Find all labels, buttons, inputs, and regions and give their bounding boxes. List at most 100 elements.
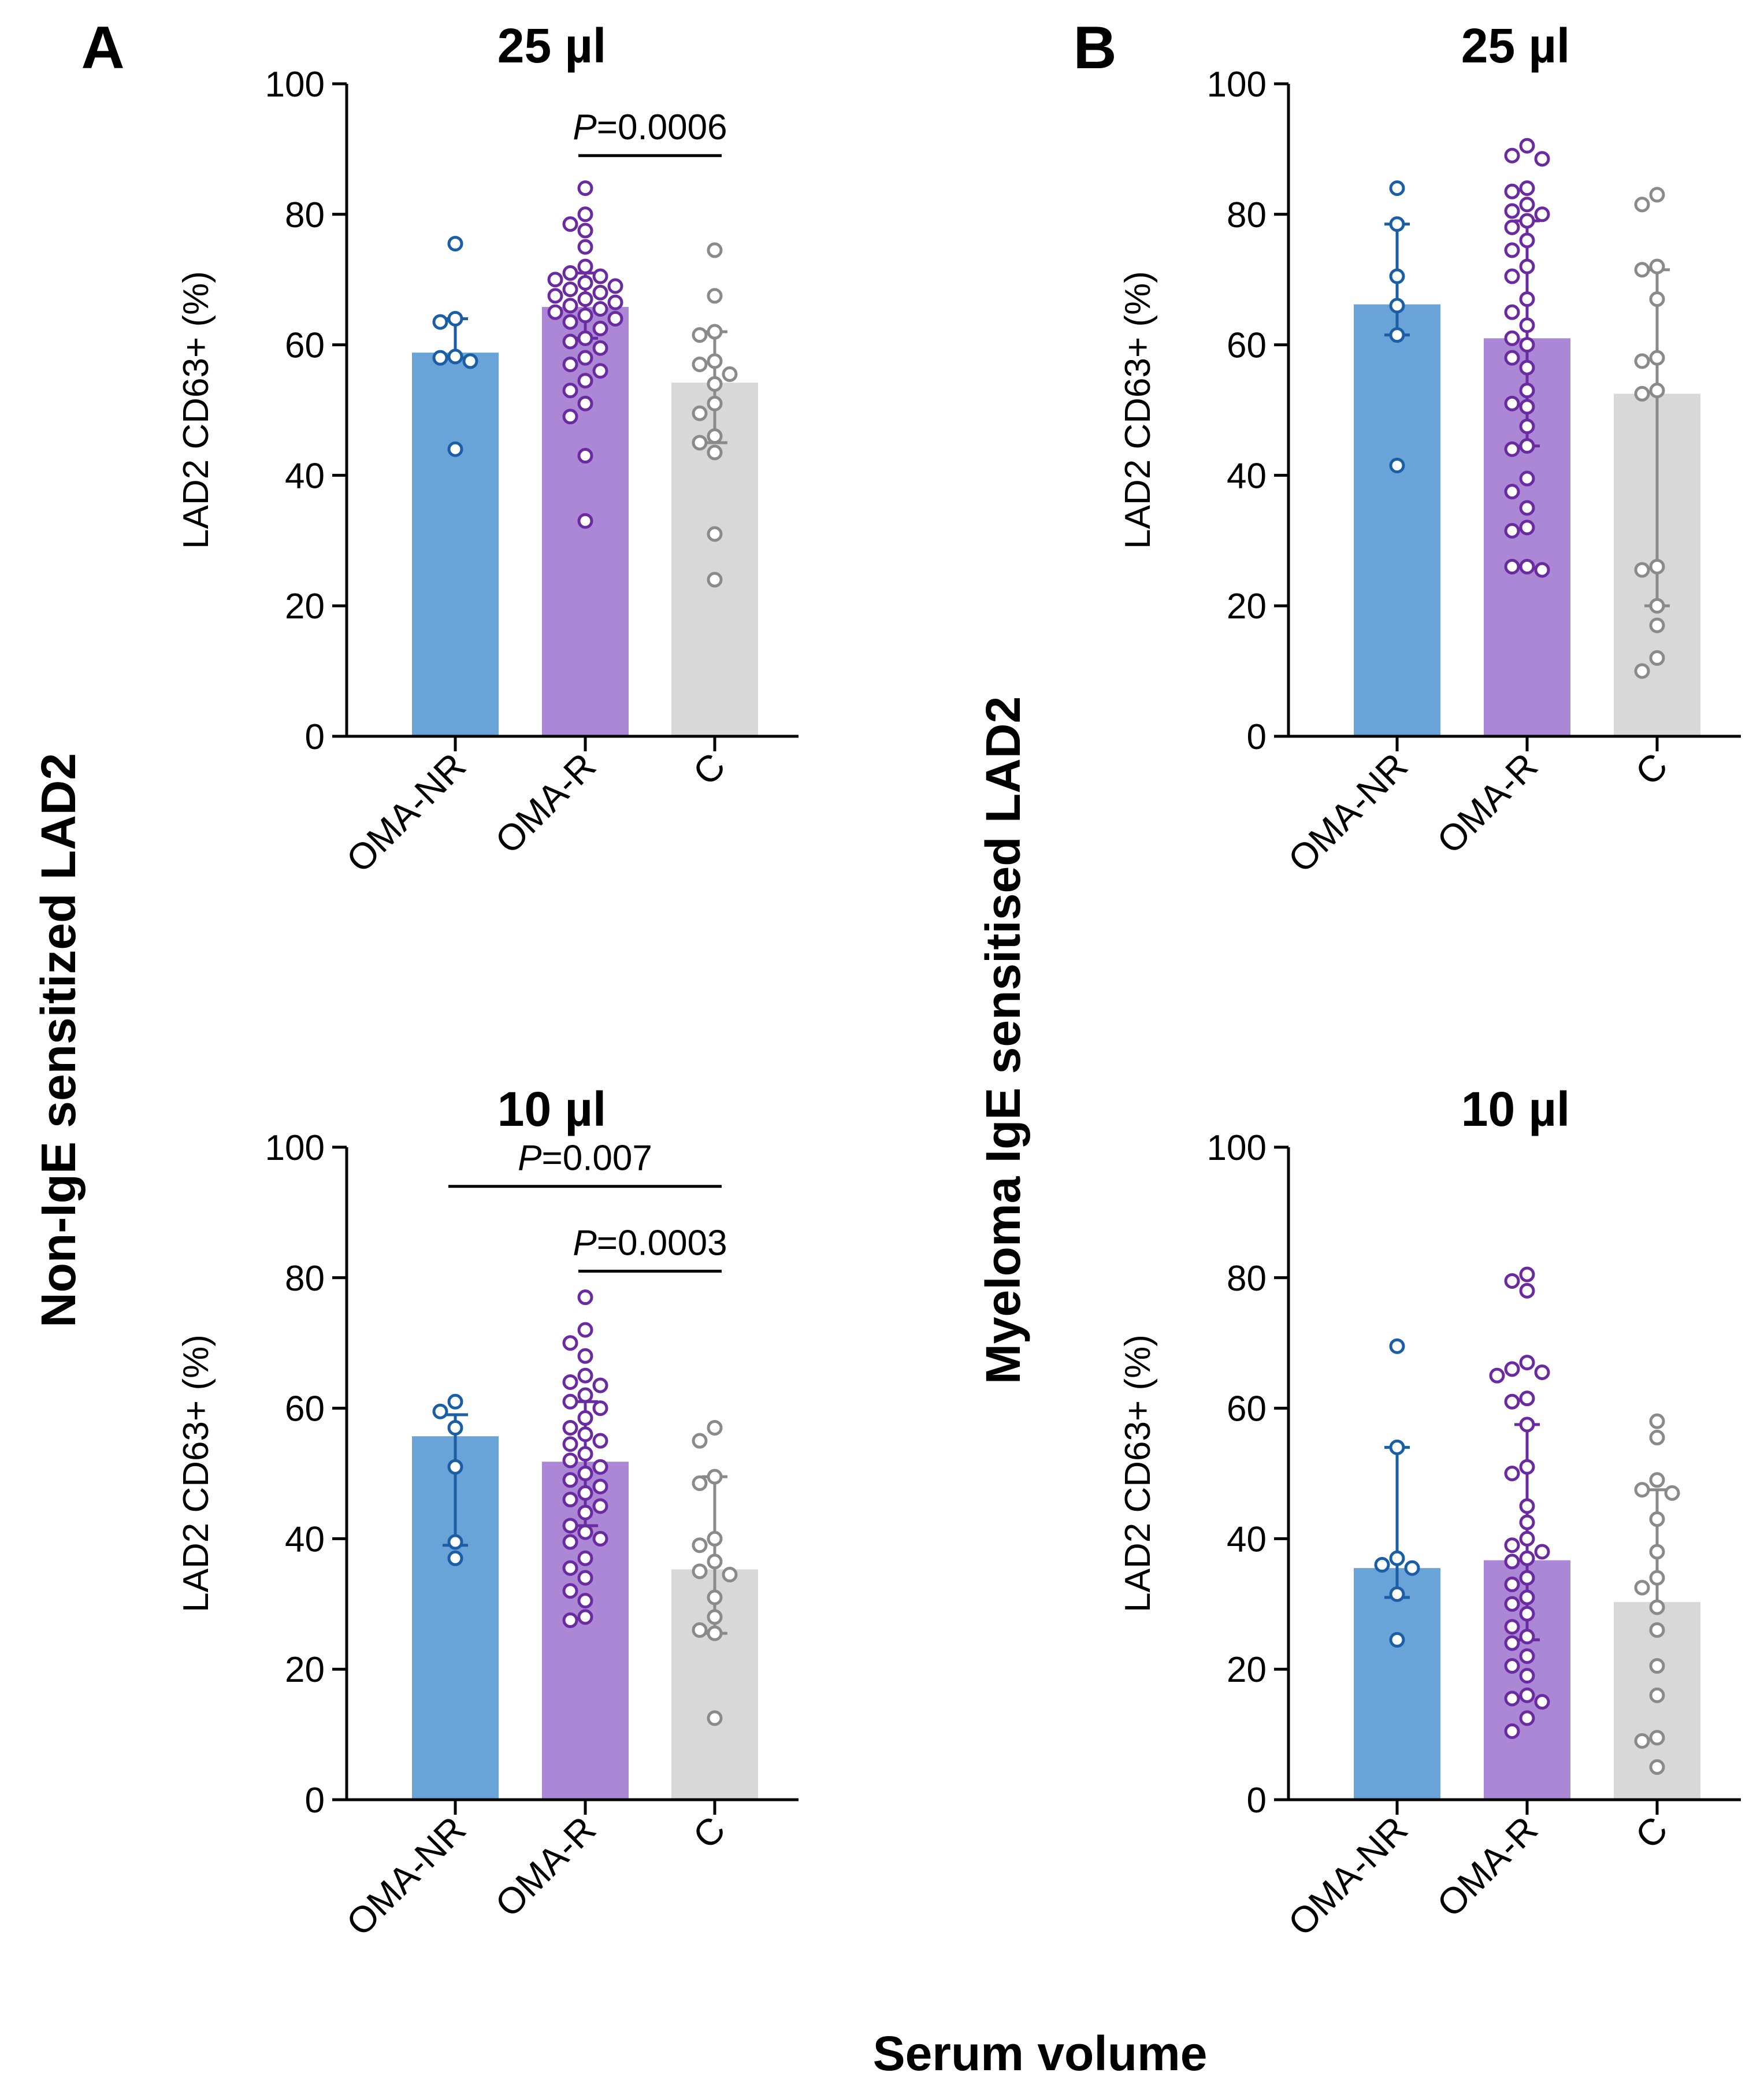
chart-A-25-point-C-7 <box>707 376 723 392</box>
chart-B-25-point-OMA-R-8 <box>1519 213 1535 229</box>
chart-A-25-point-OMA-R-6 <box>562 265 578 281</box>
chart-B-10-point-OMA-R-31 <box>1504 1690 1520 1707</box>
chart-A-10-significance-p-0: P <box>518 1139 541 1178</box>
chart-B-25-point-OMA-R-5 <box>1519 196 1535 213</box>
chart-B-25-point-OMA-R-27 <box>1519 470 1535 487</box>
chart-B-25-point-C-13 <box>1649 650 1665 666</box>
chart-A-25-point-OMA-R-29 <box>577 373 593 389</box>
chart-A-10-y-tick-label-20: 20 <box>285 1650 325 1690</box>
chart-B-25-point-C-2 <box>1649 258 1665 275</box>
chart-A-25-point-OMA-R-14 <box>577 291 593 307</box>
chart-A-10-point-OMA-R-12 <box>577 1426 593 1443</box>
chart-B-10-point-C-3 <box>1634 1482 1650 1498</box>
chart-B-10-y-tick-label-0: 0 <box>1247 1781 1267 1821</box>
chart-B-25-point-OMA-R-26 <box>1504 441 1520 457</box>
chart-B-25-point-OMA-R-19 <box>1504 350 1520 366</box>
chart-B-10-point-OMA-R-30 <box>1519 1687 1535 1703</box>
chart-A-25-point-OMA-NR-6 <box>447 441 463 457</box>
chart-A-10-point-C-3 <box>692 1475 708 1491</box>
chart-B-10-point-C-4 <box>1664 1485 1680 1501</box>
chart-B-10-point-OMA-R-6 <box>1489 1367 1505 1384</box>
chart-A-25-point-OMA-R-16 <box>562 298 578 314</box>
chart-B-25-point-OMA-R-25 <box>1519 438 1535 454</box>
chart-A-25-bar-OMA-NR <box>412 353 499 736</box>
chart-A-10-point-OMA-R-32 <box>562 1583 578 1599</box>
chart-B-10: 10 µl LAD2 CD63+ (%) 0 20 40 60 80 100 OMA-NR OMA… <box>1118 1082 1741 1944</box>
chart-A-10-significance-label-0: P=0.007 <box>518 1139 652 1178</box>
chart-A-25-point-OMA-R-10 <box>607 278 623 294</box>
chart-A-10-point-OMA-R-8 <box>562 1393 578 1410</box>
chart-B-25-point-C-11 <box>1649 598 1665 614</box>
chart-A-25-point-C-11 <box>692 435 708 451</box>
chart-A-10-y-tick-label-100: 100 <box>265 1128 325 1168</box>
chart-B-10-y-tick-label-20: 20 <box>1227 1650 1267 1690</box>
chart-A-25-point-OMA-R-18 <box>547 304 563 320</box>
chart-B-25-y-tick-label-80: 80 <box>1227 195 1267 235</box>
chart-A-25-y-tick-label-40: 40 <box>285 456 325 496</box>
chart-A-10-point-OMA-NR-3 <box>447 1459 463 1475</box>
chart-A-25-point-OMA-NR-4 <box>432 350 448 366</box>
chart-A-10-points-C <box>692 1419 738 1726</box>
chart-A-25-x-tick-label-C: C <box>685 745 733 794</box>
chart-A-25-point-OMA-R-4 <box>577 239 593 255</box>
chart-B-25-y-tick-label-60: 60 <box>1227 326 1267 366</box>
chart-B-25-point-OMA-R-16 <box>1519 317 1535 333</box>
chart-B-25-y-tick-label-40: 40 <box>1227 456 1267 496</box>
chart-A-10-point-OMA-R-24 <box>577 1504 593 1521</box>
chart-B-25-points-C <box>1634 187 1665 679</box>
chart-B-10-point-OMA-R-10 <box>1519 1459 1535 1475</box>
chart-A-10-point-OMA-R-31 <box>577 1570 593 1586</box>
chart-A-10-point-C-12 <box>707 1625 723 1641</box>
chart-B-10-point-C-8 <box>1634 1580 1650 1596</box>
chart-B-10-point-C-2 <box>1649 1472 1665 1488</box>
chart-A-10-points-OMA-R <box>562 1289 608 1629</box>
chart-B-10-x-tick-label-C: C <box>1627 1808 1676 1857</box>
chart-A-25-point-OMA-R-2 <box>562 216 578 232</box>
chart-A-25-y-tick-label-60: 60 <box>285 326 325 366</box>
chart-A-10-point-C-6 <box>707 1553 723 1570</box>
chart-A-10-point-OMA-R-25 <box>562 1518 578 1534</box>
chart-B-10-point-C-15 <box>1649 1759 1665 1775</box>
chart-A-10-significance-label-1: P=0.0003 <box>573 1223 727 1263</box>
chart-B-25-point-OMA-NR-4 <box>1389 327 1405 343</box>
chart-B-10-y-axis-label: LAD2 CD63+ (%) <box>1118 1334 1158 1612</box>
chart-B-25-point-C-6 <box>1634 353 1650 369</box>
chart-A-10-point-OMA-R-0 <box>577 1289 593 1306</box>
chart-B-25-point-OMA-R-6 <box>1504 203 1520 219</box>
chart-A-25-point-OMA-R-1 <box>577 206 593 223</box>
chart-A-10-point-OMA-R-17 <box>592 1459 608 1475</box>
chart-A-10-significance-value-0: =0.007 <box>542 1139 652 1178</box>
chart-B-10-point-OMA-NR-4 <box>1404 1560 1420 1576</box>
chart-B-10-point-OMA-R-32 <box>1534 1694 1550 1710</box>
chart-A-25-point-OMA-R-7 <box>592 268 608 284</box>
chart-A-25-point-C-9 <box>692 405 708 421</box>
chart-A-10-point-OMA-R-10 <box>577 1410 593 1426</box>
chart-B-25-points-OMA-R <box>1504 138 1550 578</box>
chart-B-25-point-OMA-R-10 <box>1519 232 1535 249</box>
chart-A-25-title: 25 µl <box>497 18 607 73</box>
chart-B-10-point-OMA-R-5 <box>1534 1365 1550 1381</box>
chart-A-25-y-tick-label-20: 20 <box>285 587 325 626</box>
x-axis-title: Serum volume <box>873 2026 1208 2080</box>
chart-A-25-point-OMA-R-11 <box>562 281 578 298</box>
chart-A-25-point-OMA-R-19 <box>577 307 593 324</box>
chart-B-25-point-OMA-R-30 <box>1519 520 1535 536</box>
chart-A-10-x-tick-label-OMA-R: OMA-R <box>487 1808 604 1925</box>
chart-A-25: 25 µl LAD2 CD63+ (%) 0 20 40 60 80 100 OMA-NR OMA… <box>176 18 799 880</box>
chart-B-25-bar-OMA-NR <box>1354 304 1440 736</box>
chart-B-10-point-C-10 <box>1649 1622 1665 1638</box>
chart-A-10-point-OMA-R-29 <box>577 1550 593 1566</box>
chart-B-10-bar-OMA-NR <box>1354 1568 1440 1800</box>
chart-A-10-y-tick-label-60: 60 <box>285 1389 325 1429</box>
chart-B-25-point-OMA-R-24 <box>1519 418 1535 435</box>
chart-A-10-point-OMA-R-27 <box>592 1530 608 1547</box>
chart-A-25-point-OMA-R-8 <box>547 272 563 288</box>
chart-A-10-y-axis-label: LAD2 CD63+ (%) <box>176 1334 216 1612</box>
chart-B-25-point-OMA-R-34 <box>1534 562 1550 578</box>
chart-B-10-point-OMA-NR-1 <box>1389 1439 1405 1455</box>
panel-letter-b: B <box>1073 14 1116 81</box>
chart-B-10-point-OMA-R-18 <box>1504 1553 1520 1570</box>
chart-B-10-point-OMA-R-2 <box>1519 1282 1535 1299</box>
chart-A-10-point-C-10 <box>707 1609 723 1625</box>
